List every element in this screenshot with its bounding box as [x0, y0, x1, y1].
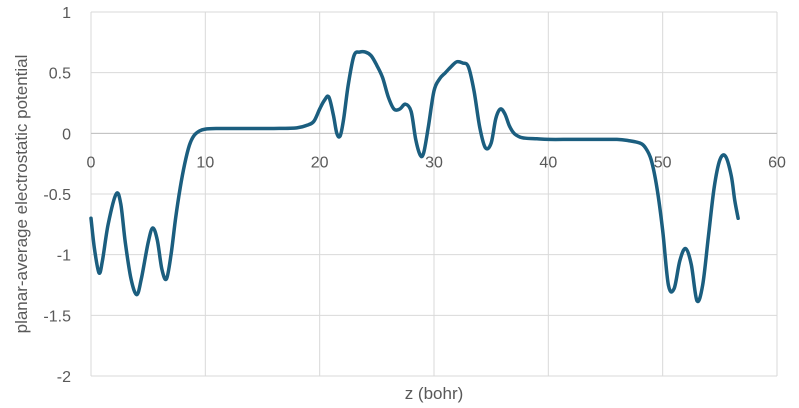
- y-tick-label: -0.5: [43, 187, 71, 204]
- x-tick-label: 40: [539, 154, 557, 171]
- x-tick-label: 30: [425, 154, 443, 171]
- y-tick-label: -2: [57, 369, 71, 386]
- x-tick-labels: 0 10 20 30 40 50 60: [87, 154, 786, 171]
- y-tick-label: 0.5: [49, 66, 71, 83]
- x-tick-label: 0: [87, 154, 96, 171]
- y-tick-label: 0: [62, 126, 71, 143]
- x-tick-label: 60: [768, 154, 786, 171]
- x-tick-label: 50: [654, 154, 672, 171]
- y-tick-label: -1.5: [43, 308, 71, 325]
- y-tick-labels: 1 0.5 0 -0.5 -1 -1.5 -2: [43, 5, 71, 386]
- y-tick-label: 1: [62, 5, 71, 22]
- grid-lines: [90, 11, 778, 377]
- series-line: [89, 49, 740, 304]
- y-tick-label: -1: [57, 248, 71, 265]
- x-tick-label: 20: [311, 154, 329, 171]
- x-tick-label: 10: [196, 154, 214, 171]
- y-axis-title: planar-average electrostatic potential: [12, 55, 31, 334]
- x-axis-title: z (bohr): [405, 384, 464, 403]
